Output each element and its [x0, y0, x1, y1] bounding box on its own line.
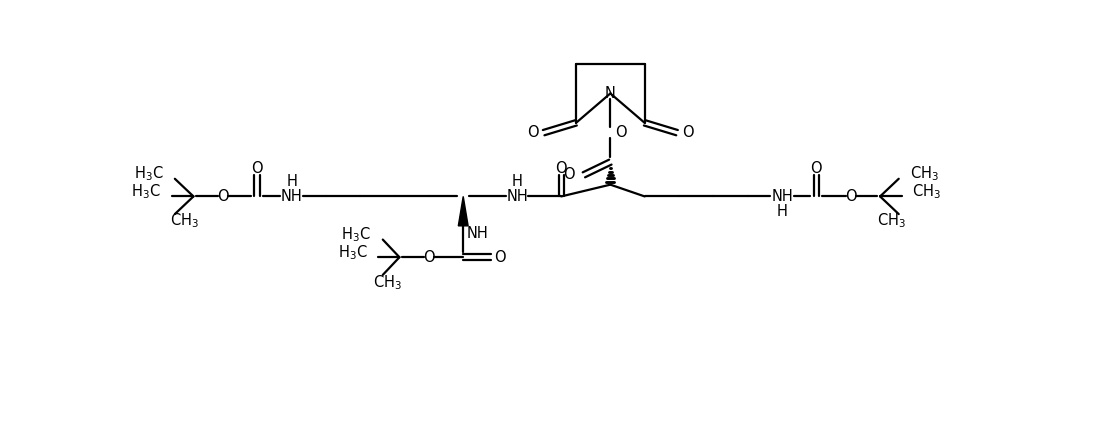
Text: H$_3$C: H$_3$C: [135, 164, 164, 183]
Text: CH$_3$: CH$_3$: [910, 164, 939, 183]
Text: O: O: [556, 161, 567, 177]
Text: NH: NH: [280, 189, 302, 204]
Text: H$_3$C: H$_3$C: [339, 243, 368, 262]
Text: H: H: [286, 174, 297, 189]
Text: O: O: [217, 189, 228, 204]
Text: NH: NH: [506, 189, 528, 204]
Text: O: O: [527, 125, 538, 140]
Text: CH$_3$: CH$_3$: [912, 182, 942, 201]
Text: H: H: [777, 204, 788, 218]
Text: NH: NH: [467, 226, 488, 241]
Text: N: N: [604, 86, 615, 101]
Text: O: O: [845, 189, 857, 204]
Text: NH: NH: [771, 189, 793, 204]
Text: CH$_3$: CH$_3$: [373, 273, 403, 292]
Text: O: O: [494, 250, 505, 265]
Polygon shape: [459, 197, 468, 226]
Text: H$_3$C: H$_3$C: [342, 225, 371, 244]
Text: O: O: [251, 161, 263, 177]
Text: H: H: [512, 174, 523, 189]
Text: CH$_3$: CH$_3$: [170, 211, 200, 230]
Text: O: O: [564, 167, 575, 182]
Text: O: O: [811, 161, 822, 177]
Text: O: O: [682, 125, 694, 140]
Text: H$_3$C: H$_3$C: [131, 182, 161, 201]
Text: CH$_3$: CH$_3$: [877, 211, 907, 230]
Text: O: O: [424, 250, 435, 265]
Text: O: O: [615, 125, 627, 140]
